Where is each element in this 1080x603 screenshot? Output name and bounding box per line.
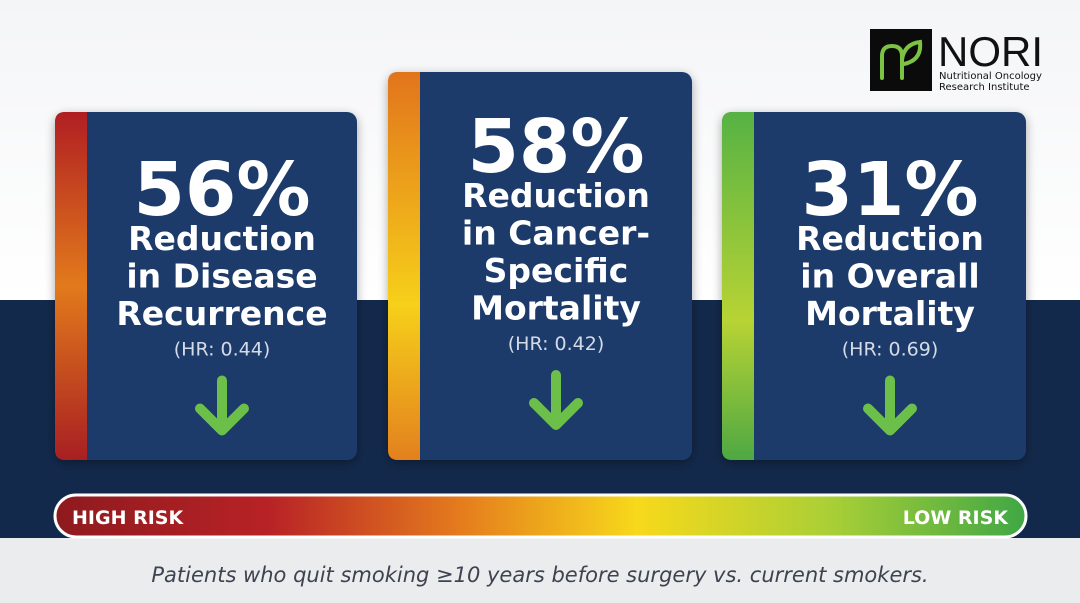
logo-tagline: Research Institute (939, 82, 1030, 93)
logo: NORI Nutritional Oncology Research Insti… (870, 28, 1043, 93)
card-percent: 58% (467, 104, 644, 190)
card-strip (388, 72, 420, 460)
card-strip (722, 112, 754, 460)
logo-tagline: Nutritional Oncology (939, 71, 1042, 82)
high-risk-label: HIGH RISK (72, 507, 184, 529)
card-strip (55, 112, 87, 460)
card-background (722, 112, 1026, 460)
card-label-line: Mortality (471, 289, 641, 328)
logo-name: NORI (938, 28, 1043, 75)
down-arrow (863, 375, 917, 436)
footnote: Patients who quit smoking ≥10 years befo… (151, 563, 928, 587)
footer-background (0, 538, 1080, 603)
card-background (55, 112, 357, 460)
card-hazard-ratio: (HR: 0.69) (842, 339, 938, 361)
card-label-line: Specific (484, 251, 629, 290)
card-percent: 56% (133, 147, 310, 233)
card-hazard-ratio: (HR: 0.44) (174, 339, 270, 361)
card-label-line: Mortality (805, 294, 975, 333)
down-arrow (529, 370, 583, 430)
card-label-line: in Disease (126, 257, 317, 296)
card-label-line: Recurrence (116, 294, 327, 333)
risk-scale: HIGH RISK LOW RISK (53, 493, 1028, 539)
card-label-line: Reduction (462, 176, 650, 215)
card-label-line: in Cancer- (462, 214, 650, 253)
logo-leaf (880, 39, 923, 80)
risk-bar (53, 493, 1028, 539)
card-background (388, 72, 692, 460)
card-label-line: Reduction (796, 219, 984, 258)
down-arrow (195, 375, 249, 436)
card-label-line: Reduction (128, 219, 316, 258)
card-percent: 31% (801, 147, 978, 233)
low-risk-label: LOW RISK (903, 507, 1010, 529)
card-hazard-ratio: (HR: 0.42) (508, 333, 604, 355)
card-label-line: in Overall (800, 257, 979, 296)
